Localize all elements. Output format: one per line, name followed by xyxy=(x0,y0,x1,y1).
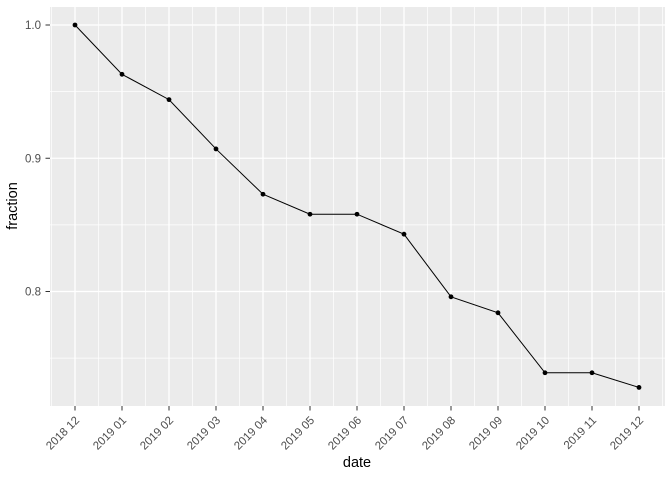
x-tick-label: 2019 01 xyxy=(91,415,129,453)
data-point xyxy=(72,22,78,28)
data-point xyxy=(495,310,501,316)
x-tick-labels: 2018 12 2019 01 2019 02 2019 03 2019 04 2019 … xyxy=(44,414,646,452)
data-point xyxy=(354,211,360,217)
x-tick-label: 2019 11 xyxy=(562,415,599,452)
data-point xyxy=(260,191,266,197)
y-tick-label: 0.8 xyxy=(25,287,41,299)
x-tick-label: 2019 07 xyxy=(373,415,411,453)
x-tick-label: 2019 12 xyxy=(608,415,646,453)
x-tick-label: 2019 05 xyxy=(279,415,317,453)
data-point xyxy=(307,211,313,217)
data-point xyxy=(636,385,642,390)
x-tick-label: 2018 12 xyxy=(44,415,82,453)
data-point xyxy=(213,146,219,152)
data-point xyxy=(119,71,125,77)
y-tick-label: 1.0 xyxy=(25,20,41,32)
x-tick-label: 2019 02 xyxy=(138,415,176,453)
gridlines-major xyxy=(50,7,665,406)
data-point xyxy=(448,294,454,300)
y-tick-labels: 1.0 0.9 0.8 xyxy=(25,20,41,299)
y-axis-title: fraction xyxy=(5,182,21,230)
x-tick-label: 2019 06 xyxy=(326,415,364,453)
x-tick-label: 2019 04 xyxy=(232,414,270,452)
data-point xyxy=(166,97,172,103)
x-tick-label: 2019 10 xyxy=(514,415,552,453)
x-axis-title: date xyxy=(343,455,371,471)
axis-ticks xyxy=(45,24,640,411)
data-point xyxy=(401,231,407,237)
y-tick-label: 0.9 xyxy=(25,153,41,165)
x-tick-label: 2019 09 xyxy=(467,415,505,453)
x-tick-label: 2019 08 xyxy=(420,415,458,453)
x-tick-label: 2019 03 xyxy=(185,415,223,453)
data-point xyxy=(542,370,548,376)
data-point xyxy=(589,370,595,376)
data-series xyxy=(72,22,642,390)
